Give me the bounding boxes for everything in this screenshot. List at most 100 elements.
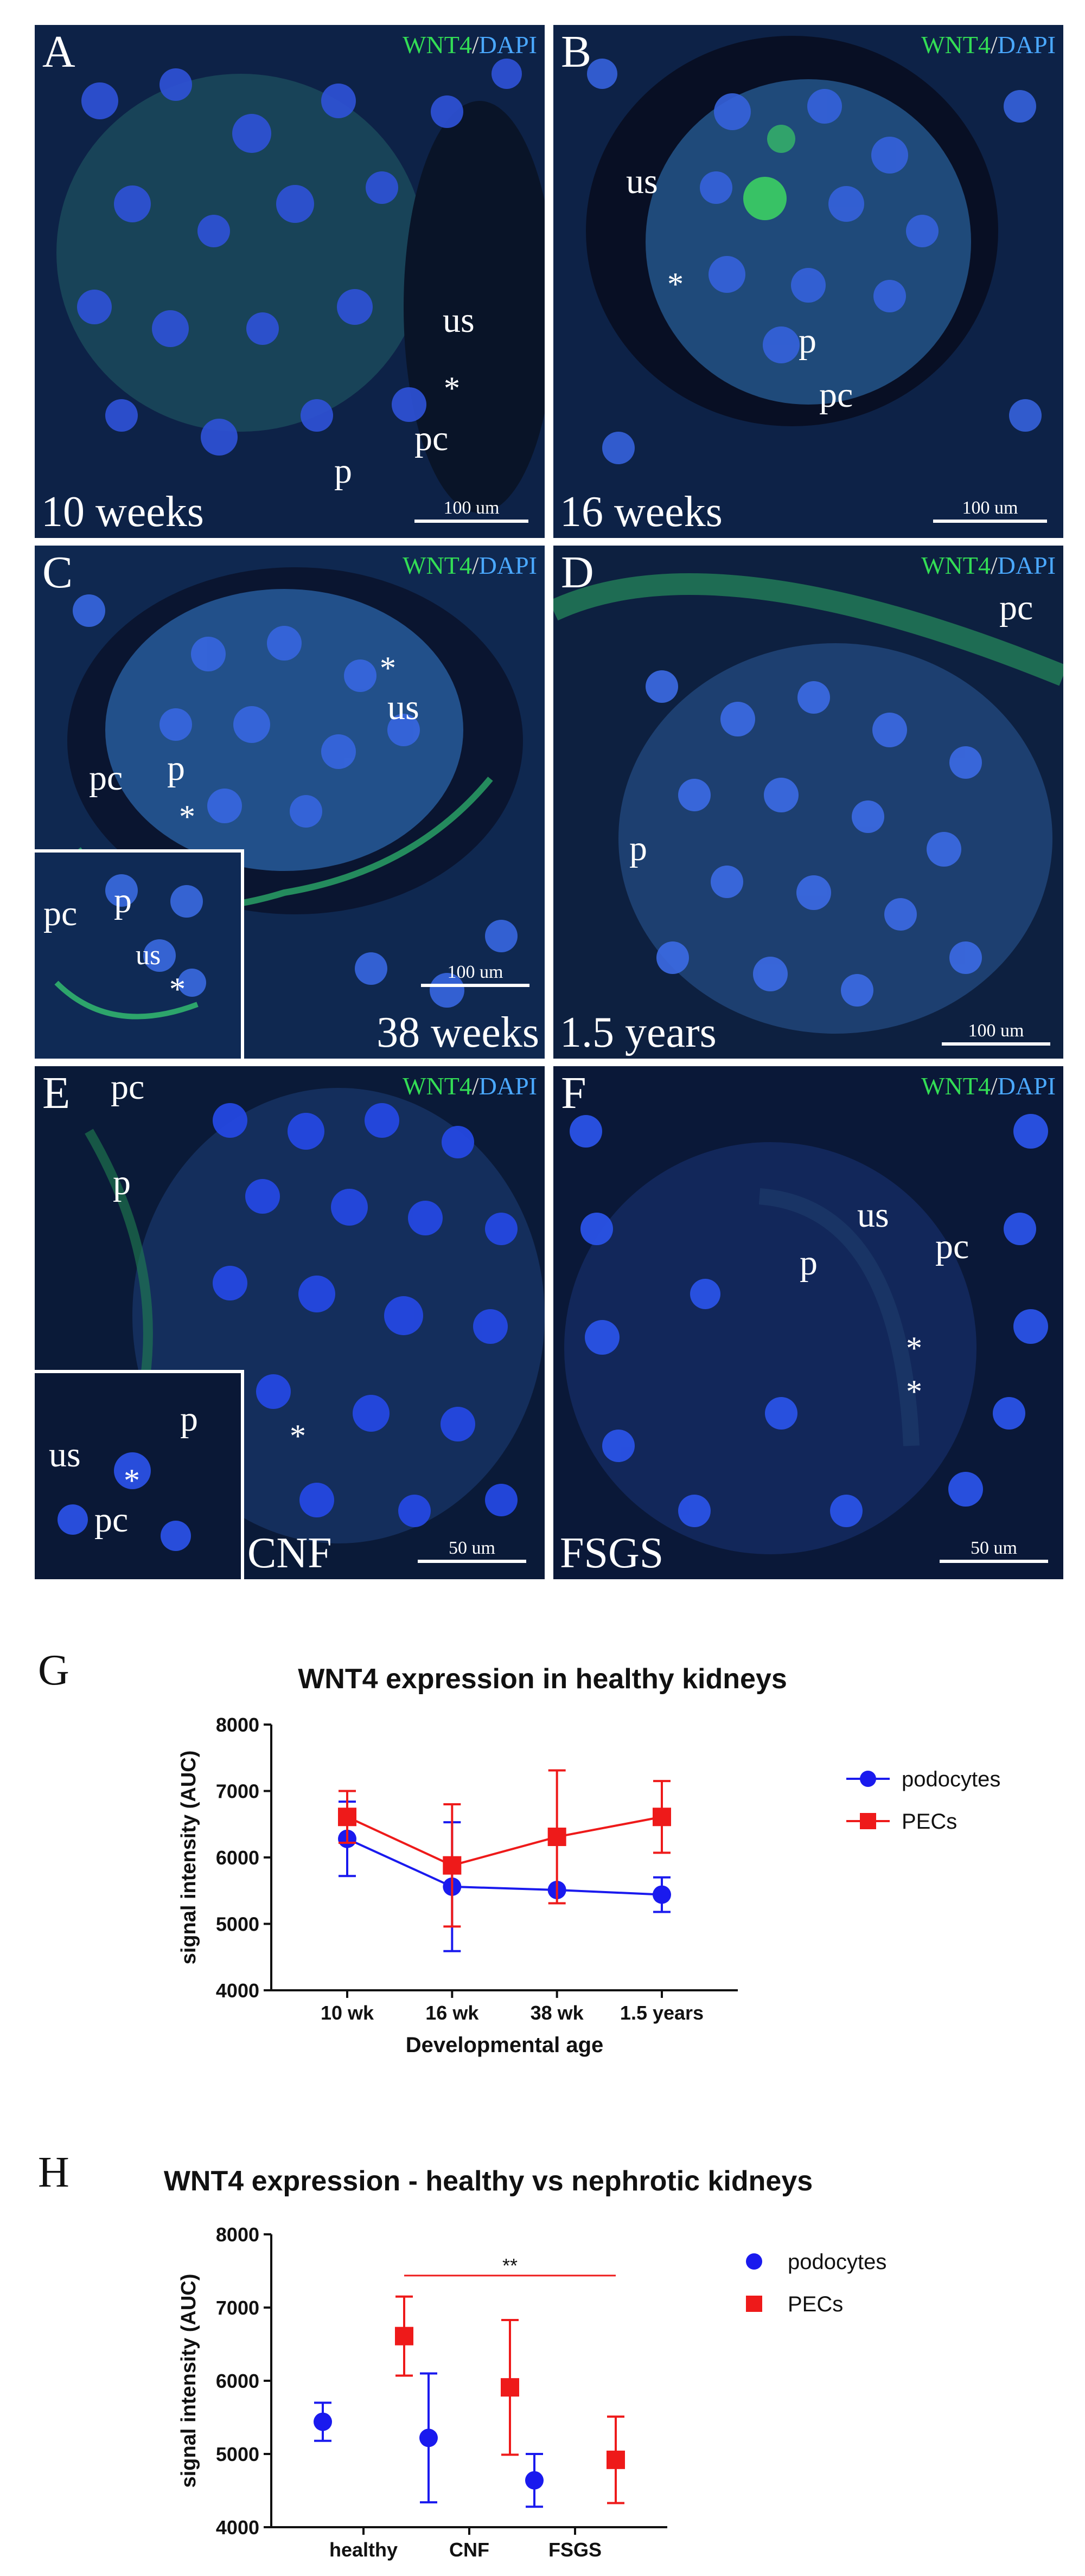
annotation-pc: pc	[89, 758, 123, 798]
stain-slash: /	[471, 1072, 479, 1100]
legend-marker	[746, 2296, 762, 2312]
panel-letter: B	[561, 27, 592, 77]
stain-label: WNT4/DAPI	[403, 553, 537, 578]
wnt4-label: WNT4	[403, 552, 472, 579]
stain-slash: /	[471, 552, 479, 579]
scale-bar: 100 um	[421, 963, 529, 987]
data-point-PECs	[443, 1856, 462, 1875]
scale-text: 100 um	[962, 498, 1018, 518]
chart-g: 4000 5000 6000 7000 8000 10 wk 16 wk 38 wk 1.5 y…	[177, 1714, 1000, 2057]
annotation-p: p	[629, 829, 647, 868]
annotation-us: us	[443, 300, 475, 340]
micrograph-f	[553, 1066, 1063, 1579]
panel-b: B WNT4/DAPI us * p pc 16 weeks 100 um	[553, 25, 1063, 538]
panel-letter: C	[42, 547, 73, 598]
figure-letter-g: G	[38, 1646, 69, 1694]
data-point-podocytes	[419, 2428, 438, 2447]
panel-c-inset: pc p us *	[35, 849, 244, 1059]
annotation-p: p	[113, 1163, 131, 1202]
age-label: 16 weeks	[560, 488, 723, 536]
y-axis-label: signal intensity (AUC)	[179, 2274, 200, 2488]
y-tick-label: 8000	[216, 1714, 259, 1736]
annotation-pc: pc	[111, 1067, 145, 1107]
data-point-podocytes	[314, 2412, 332, 2431]
wnt4-label: WNT4	[921, 552, 991, 579]
panel-e: E WNT4/DAPI pc p * us p * pc CNF 50 um	[35, 1066, 545, 1579]
panel-letter: D	[561, 547, 594, 598]
x-axis-label: Developmental age	[406, 2033, 604, 2057]
stain-label: WNT4/DAPI	[403, 33, 537, 57]
stain-label: WNT4/DAPI	[403, 1074, 537, 1099]
age-label: 38 weeks	[376, 1009, 539, 1056]
data-point-PECs	[395, 2327, 413, 2346]
panel-f: F WNT4/DAPI us p pc * * FSGS 50 um	[553, 1066, 1063, 1579]
scale-text: 100 um	[447, 962, 503, 982]
asterisk: *	[290, 1418, 306, 1454]
asterisk: *	[906, 1374, 922, 1409]
scale-text: 50 um	[449, 1538, 495, 1558]
chart-h-title: WNT4 expression - healthy vs nephrotic k…	[163, 2165, 813, 2197]
dapi-label: DAPI	[478, 552, 537, 579]
legend-marker	[746, 2253, 762, 2270]
stain-label: WNT4/DAPI	[921, 1074, 1056, 1099]
scale-line	[940, 1560, 1048, 1563]
inset-micrograph	[35, 1373, 241, 1579]
legend-label: podocytes	[788, 2250, 886, 2274]
legend-label: PECs	[788, 2292, 843, 2316]
y-tick-label: 7000	[216, 1780, 259, 1803]
scale-bar: 100 um	[942, 1022, 1050, 1046]
annotation-us: us	[626, 162, 658, 201]
y-tick-label: 7000	[216, 2297, 259, 2319]
stain-slash: /	[471, 31, 479, 59]
legend-label: PECs	[902, 1810, 957, 1834]
annotation-pc: pc	[819, 375, 853, 415]
annotation-p: p	[800, 1243, 818, 1283]
scale-line	[421, 984, 529, 987]
annotation-us: us	[857, 1195, 889, 1235]
asterisk: *	[179, 799, 195, 835]
inset-micrograph	[35, 853, 241, 1059]
inset-annotation-p: p	[114, 881, 132, 920]
x-tick-label: 10 wk	[321, 2002, 374, 2024]
x-tick-label: 16 wk	[425, 2002, 479, 2024]
annotation-pc: pc	[414, 419, 449, 458]
stain-label: WNT4/DAPI	[921, 553, 1056, 578]
inset-annotation-us: us	[49, 1435, 81, 1475]
dapi-label: DAPI	[478, 31, 537, 59]
panel-letter: F	[561, 1068, 586, 1118]
inset-annotation-us: us	[136, 940, 161, 971]
x-tick-label: CNF	[449, 2539, 489, 2561]
panel-d: D WNT4/DAPI pc p 1.5 years 100 um	[553, 546, 1063, 1059]
dapi-label: DAPI	[997, 552, 1056, 579]
panel-a: A WNT4/DAPI us * pc p 10 weeks 100 um	[35, 25, 545, 538]
data-point-PECs	[501, 2378, 519, 2397]
inset-annotation-pc: pc	[94, 1500, 129, 1540]
legend-marker	[860, 1771, 876, 1787]
figure-letter-h: H	[38, 2149, 69, 2196]
panel-letter: E	[42, 1068, 71, 1118]
asterisk: *	[124, 1463, 140, 1498]
dapi-label: DAPI	[997, 1072, 1056, 1100]
stain-slash: /	[990, 31, 998, 59]
age-label: FSGS	[560, 1529, 664, 1577]
scale-line	[414, 520, 528, 523]
asterisk: *	[169, 971, 186, 1007]
stain-label: WNT4/DAPI	[921, 33, 1056, 57]
panel-letter: A	[42, 27, 75, 77]
series-line-podocytes	[347, 1837, 662, 1896]
x-tick-label: 38 wk	[531, 2002, 584, 2024]
y-tick-label: 4000	[216, 1979, 259, 2002]
y-tick-label: 5000	[216, 1913, 259, 1936]
micrograph-d	[553, 546, 1063, 1059]
x-tick-label: FSGS	[548, 2539, 602, 2561]
chart-h: 4000 5000 6000 7000 8000 healthy CNF FSGS signal…	[179, 2223, 886, 2561]
y-tick-label: 6000	[216, 2370, 259, 2392]
asterisk: *	[380, 650, 396, 686]
data-point-podocytes	[653, 1885, 671, 1904]
x-tick-label: healthy	[329, 2539, 398, 2561]
wnt4-label: WNT4	[403, 31, 472, 59]
asterisk: *	[667, 266, 684, 302]
age-label: CNF	[247, 1529, 332, 1577]
scale-text: 50 um	[971, 1538, 1017, 1558]
chart-g-title: WNT4 expression in healthy kidneys	[298, 1663, 787, 1695]
